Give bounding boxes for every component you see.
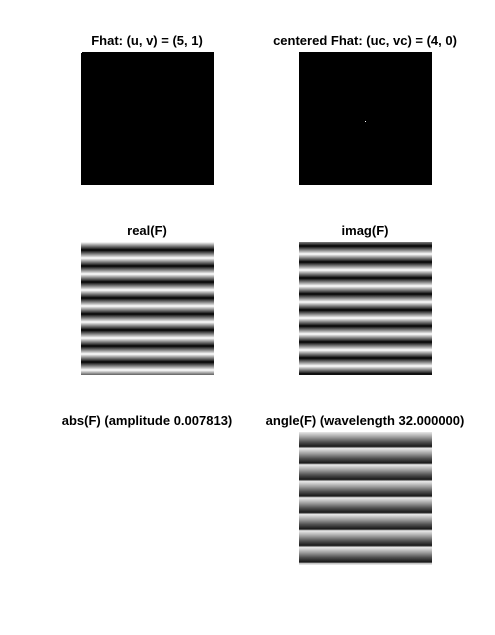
fhat-image	[81, 52, 214, 185]
centered-fhat-image	[299, 52, 432, 185]
angle-image	[299, 432, 432, 565]
angle-title: angle(F) (wavelength 32.000000)	[265, 413, 465, 428]
fhat-peak-pixel	[81, 52, 82, 53]
fhat-title: Fhat: (u, v) = (5, 1)	[91, 33, 203, 48]
abs-title: abs(F) (amplitude 0.007813)	[61, 413, 233, 428]
centered-peak-pixel	[365, 121, 366, 122]
imag-title: imag(F)	[341, 223, 389, 238]
centered-fhat-title: centered Fhat: (uc, vc) = (4, 0)	[273, 33, 457, 48]
imag-image	[299, 242, 432, 375]
real-image	[81, 242, 214, 375]
real-title: real(F)	[127, 223, 167, 238]
abs-image	[81, 432, 214, 565]
